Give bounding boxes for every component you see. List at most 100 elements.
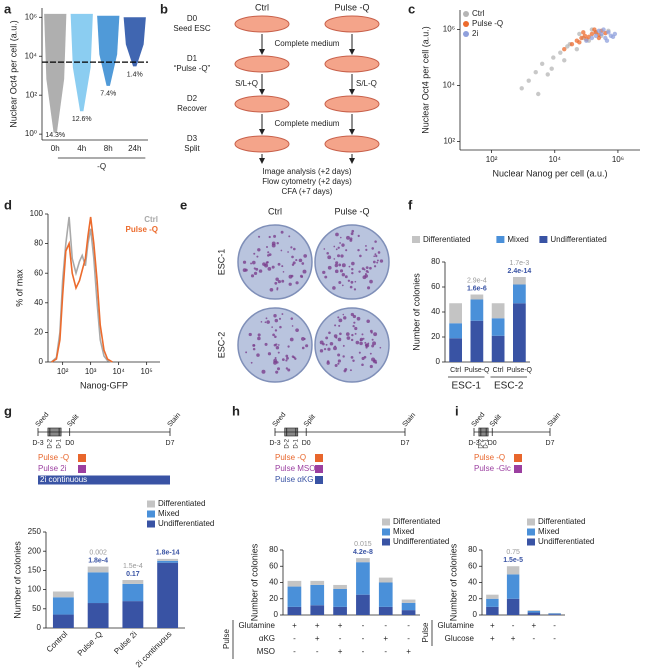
bar-segment [287, 586, 302, 607]
colony [303, 337, 306, 341]
point [565, 44, 570, 49]
colony [267, 251, 270, 254]
condition-mark: - [553, 621, 556, 630]
row-header: ESC-1 [216, 249, 226, 276]
event-label: Split [66, 413, 80, 428]
y-tick-label: 80 [468, 545, 477, 554]
colony [334, 345, 336, 348]
colony [327, 265, 332, 270]
colony [248, 332, 252, 337]
colony [292, 261, 296, 265]
point [558, 50, 563, 55]
colony [333, 346, 337, 351]
panel-label: b [160, 1, 168, 16]
point [596, 28, 602, 34]
legend-label: Differentiated [393, 517, 440, 526]
colony [335, 232, 339, 237]
transition-label: Complete medium [275, 39, 340, 48]
legend-swatch [496, 236, 505, 243]
colony [337, 337, 342, 342]
condition-mark: - [362, 647, 365, 656]
colony [329, 341, 334, 346]
colony [369, 352, 372, 355]
colony [261, 369, 266, 374]
colony [358, 270, 361, 273]
bar-segment [87, 566, 109, 573]
bar-segment [87, 572, 109, 604]
step-day: D0 [187, 14, 198, 23]
day-label: D-1 [484, 438, 490, 448]
y-axis-label: Number of colonies [448, 543, 458, 621]
colony [268, 235, 271, 239]
colony [361, 333, 364, 336]
cell-cloud [44, 13, 67, 133]
legend-swatch [412, 236, 420, 243]
y-tick-label: 40 [468, 578, 477, 587]
colony [325, 336, 329, 340]
colony [319, 349, 324, 353]
condition-mark: - [533, 634, 536, 643]
colony [242, 268, 247, 272]
colony [365, 346, 368, 349]
bar-segment [157, 560, 179, 563]
y-tick-label: 50 [32, 604, 41, 613]
colony [256, 353, 260, 357]
colony [334, 364, 338, 368]
colony [373, 332, 378, 337]
y-tick-label: 40 [34, 298, 43, 307]
colony [346, 235, 350, 240]
condition-mark: - [339, 634, 342, 643]
colony [272, 333, 275, 337]
event-label: Stain [402, 412, 418, 429]
colony [349, 285, 353, 289]
colony [358, 351, 361, 354]
colony [345, 249, 348, 252]
point [545, 72, 550, 77]
bar-segment [548, 613, 561, 615]
bar-segment [401, 599, 416, 603]
condition-mark: + [532, 621, 537, 630]
colony [291, 255, 294, 259]
legend-label: Differentiated [158, 499, 205, 508]
event-label: Split [489, 413, 503, 428]
bar-segment [486, 598, 499, 607]
legend-label: 2i [472, 29, 478, 38]
transition-label: Complete medium [275, 119, 340, 128]
y-tick-label: 40 [431, 307, 440, 316]
colony [350, 232, 354, 236]
p-value: 0.002 [89, 549, 107, 556]
colony [352, 324, 355, 328]
legend-label: Undifferentiated [538, 537, 594, 546]
colony [278, 317, 282, 320]
colony [338, 324, 341, 327]
bar-segment [356, 594, 370, 615]
colony [267, 267, 272, 271]
colony [294, 357, 297, 360]
colony [328, 331, 331, 335]
colony [285, 359, 288, 362]
category-label: 4h [77, 144, 86, 153]
condition-title: Pulse [421, 622, 430, 643]
colony [271, 241, 276, 246]
colony [333, 258, 336, 260]
category-label: 24h [128, 144, 141, 153]
event-label: Seed [272, 411, 288, 428]
treatment-bar [38, 475, 170, 485]
point [551, 55, 556, 60]
bar-segment [513, 277, 526, 285]
point [577, 40, 582, 45]
bar-segment [470, 299, 484, 321]
colony [342, 313, 345, 316]
legend-swatch [527, 538, 535, 546]
treatment-label: Pulse 2i [38, 464, 67, 473]
colony [344, 275, 348, 279]
colony [282, 271, 285, 273]
colony [342, 344, 345, 347]
colony [266, 320, 270, 324]
colony [365, 248, 368, 251]
colony [369, 266, 372, 270]
category-label: 2i continuous [134, 630, 174, 670]
day-label: D0 [488, 440, 497, 447]
bar-segment [52, 614, 74, 628]
group-label: ESC-2 [494, 381, 524, 392]
